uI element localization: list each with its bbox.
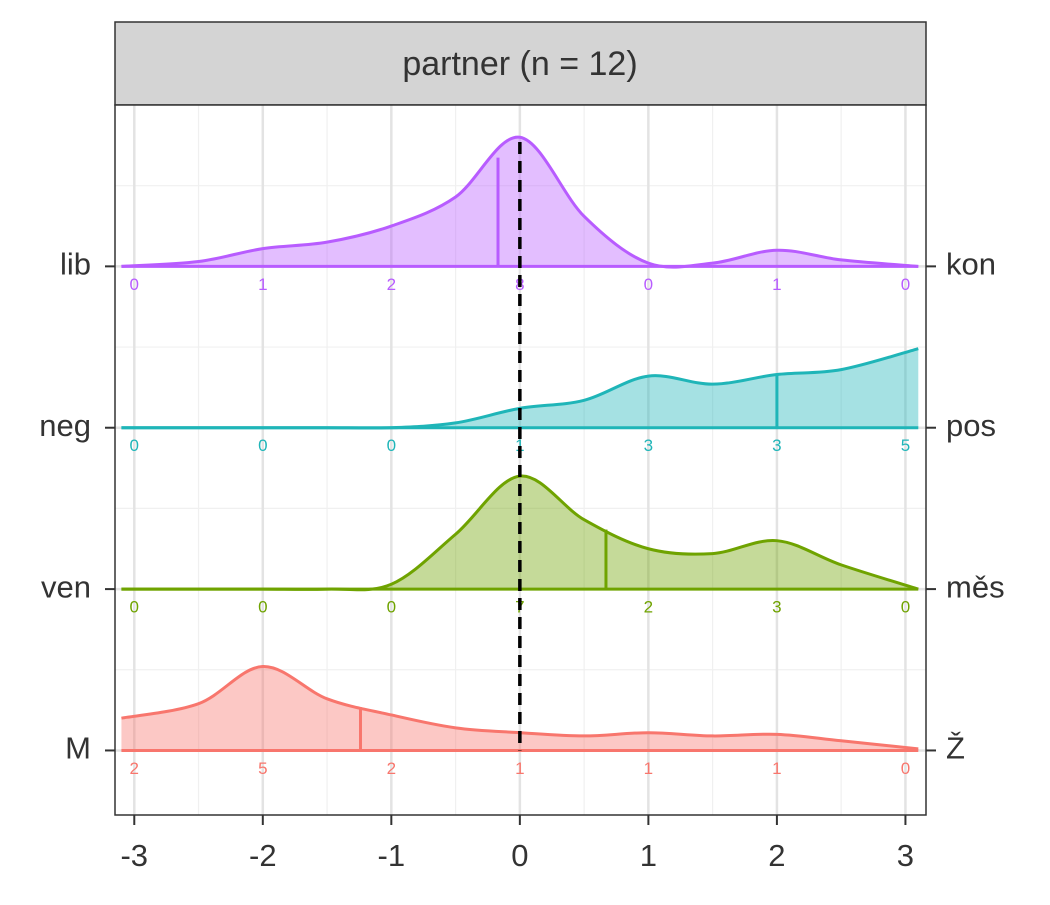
count-label: 1: [772, 759, 781, 778]
y-label-right: měs: [946, 569, 1005, 604]
y-label-left: ven: [41, 569, 91, 604]
count-label: 2: [644, 598, 653, 617]
count-label: 1: [644, 759, 653, 778]
count-label: 3: [772, 436, 781, 455]
ridge-area: [121, 348, 919, 429]
count-label: 1: [515, 759, 524, 778]
count-label: 5: [258, 759, 267, 778]
x-tick-label: 2: [768, 838, 785, 873]
count-label: 2: [130, 759, 139, 778]
x-tick-label: -1: [378, 838, 406, 873]
count-label: 0: [130, 436, 139, 455]
ridge-area: [121, 666, 919, 751]
count-label: 1: [515, 436, 524, 455]
count-label: 3: [644, 436, 653, 455]
strip: [114, 21, 927, 106]
count-label: 0: [387, 598, 396, 617]
y-label-left: lib: [60, 247, 91, 282]
y-label-left: M: [65, 731, 91, 766]
count-label: 0: [644, 275, 653, 294]
y-label-right: pos: [946, 408, 996, 443]
x-tick-label: 0: [511, 838, 528, 873]
count-label: 0: [901, 275, 910, 294]
count-label: 2: [387, 275, 396, 294]
count-label: 0: [258, 598, 267, 617]
count-label: 0: [387, 436, 396, 455]
x-tick-label: -3: [120, 838, 148, 873]
count-label: 0: [130, 275, 139, 294]
strip-title: partner (n = 12): [402, 45, 637, 83]
y-label-left: neg: [39, 408, 91, 443]
count-label: 5: [901, 436, 910, 455]
x-tick-label: -2: [249, 838, 277, 873]
ridges: 2521110000723000013350128010: [121, 135, 919, 778]
count-label: 0: [130, 598, 139, 617]
count-label: 1: [772, 275, 781, 294]
x-tick-label: 3: [897, 838, 914, 873]
count-label: 0: [901, 598, 910, 617]
x-tick-label: 1: [640, 838, 657, 873]
y-label-right: kon: [946, 247, 996, 282]
count-label: 0: [901, 759, 910, 778]
count-label: 0: [258, 436, 267, 455]
y-label-right: Ž: [946, 731, 965, 766]
ridge-line: [121, 135, 919, 269]
count-label: 3: [772, 598, 781, 617]
count-label: 1: [258, 275, 267, 294]
count-label: 2: [387, 759, 396, 778]
